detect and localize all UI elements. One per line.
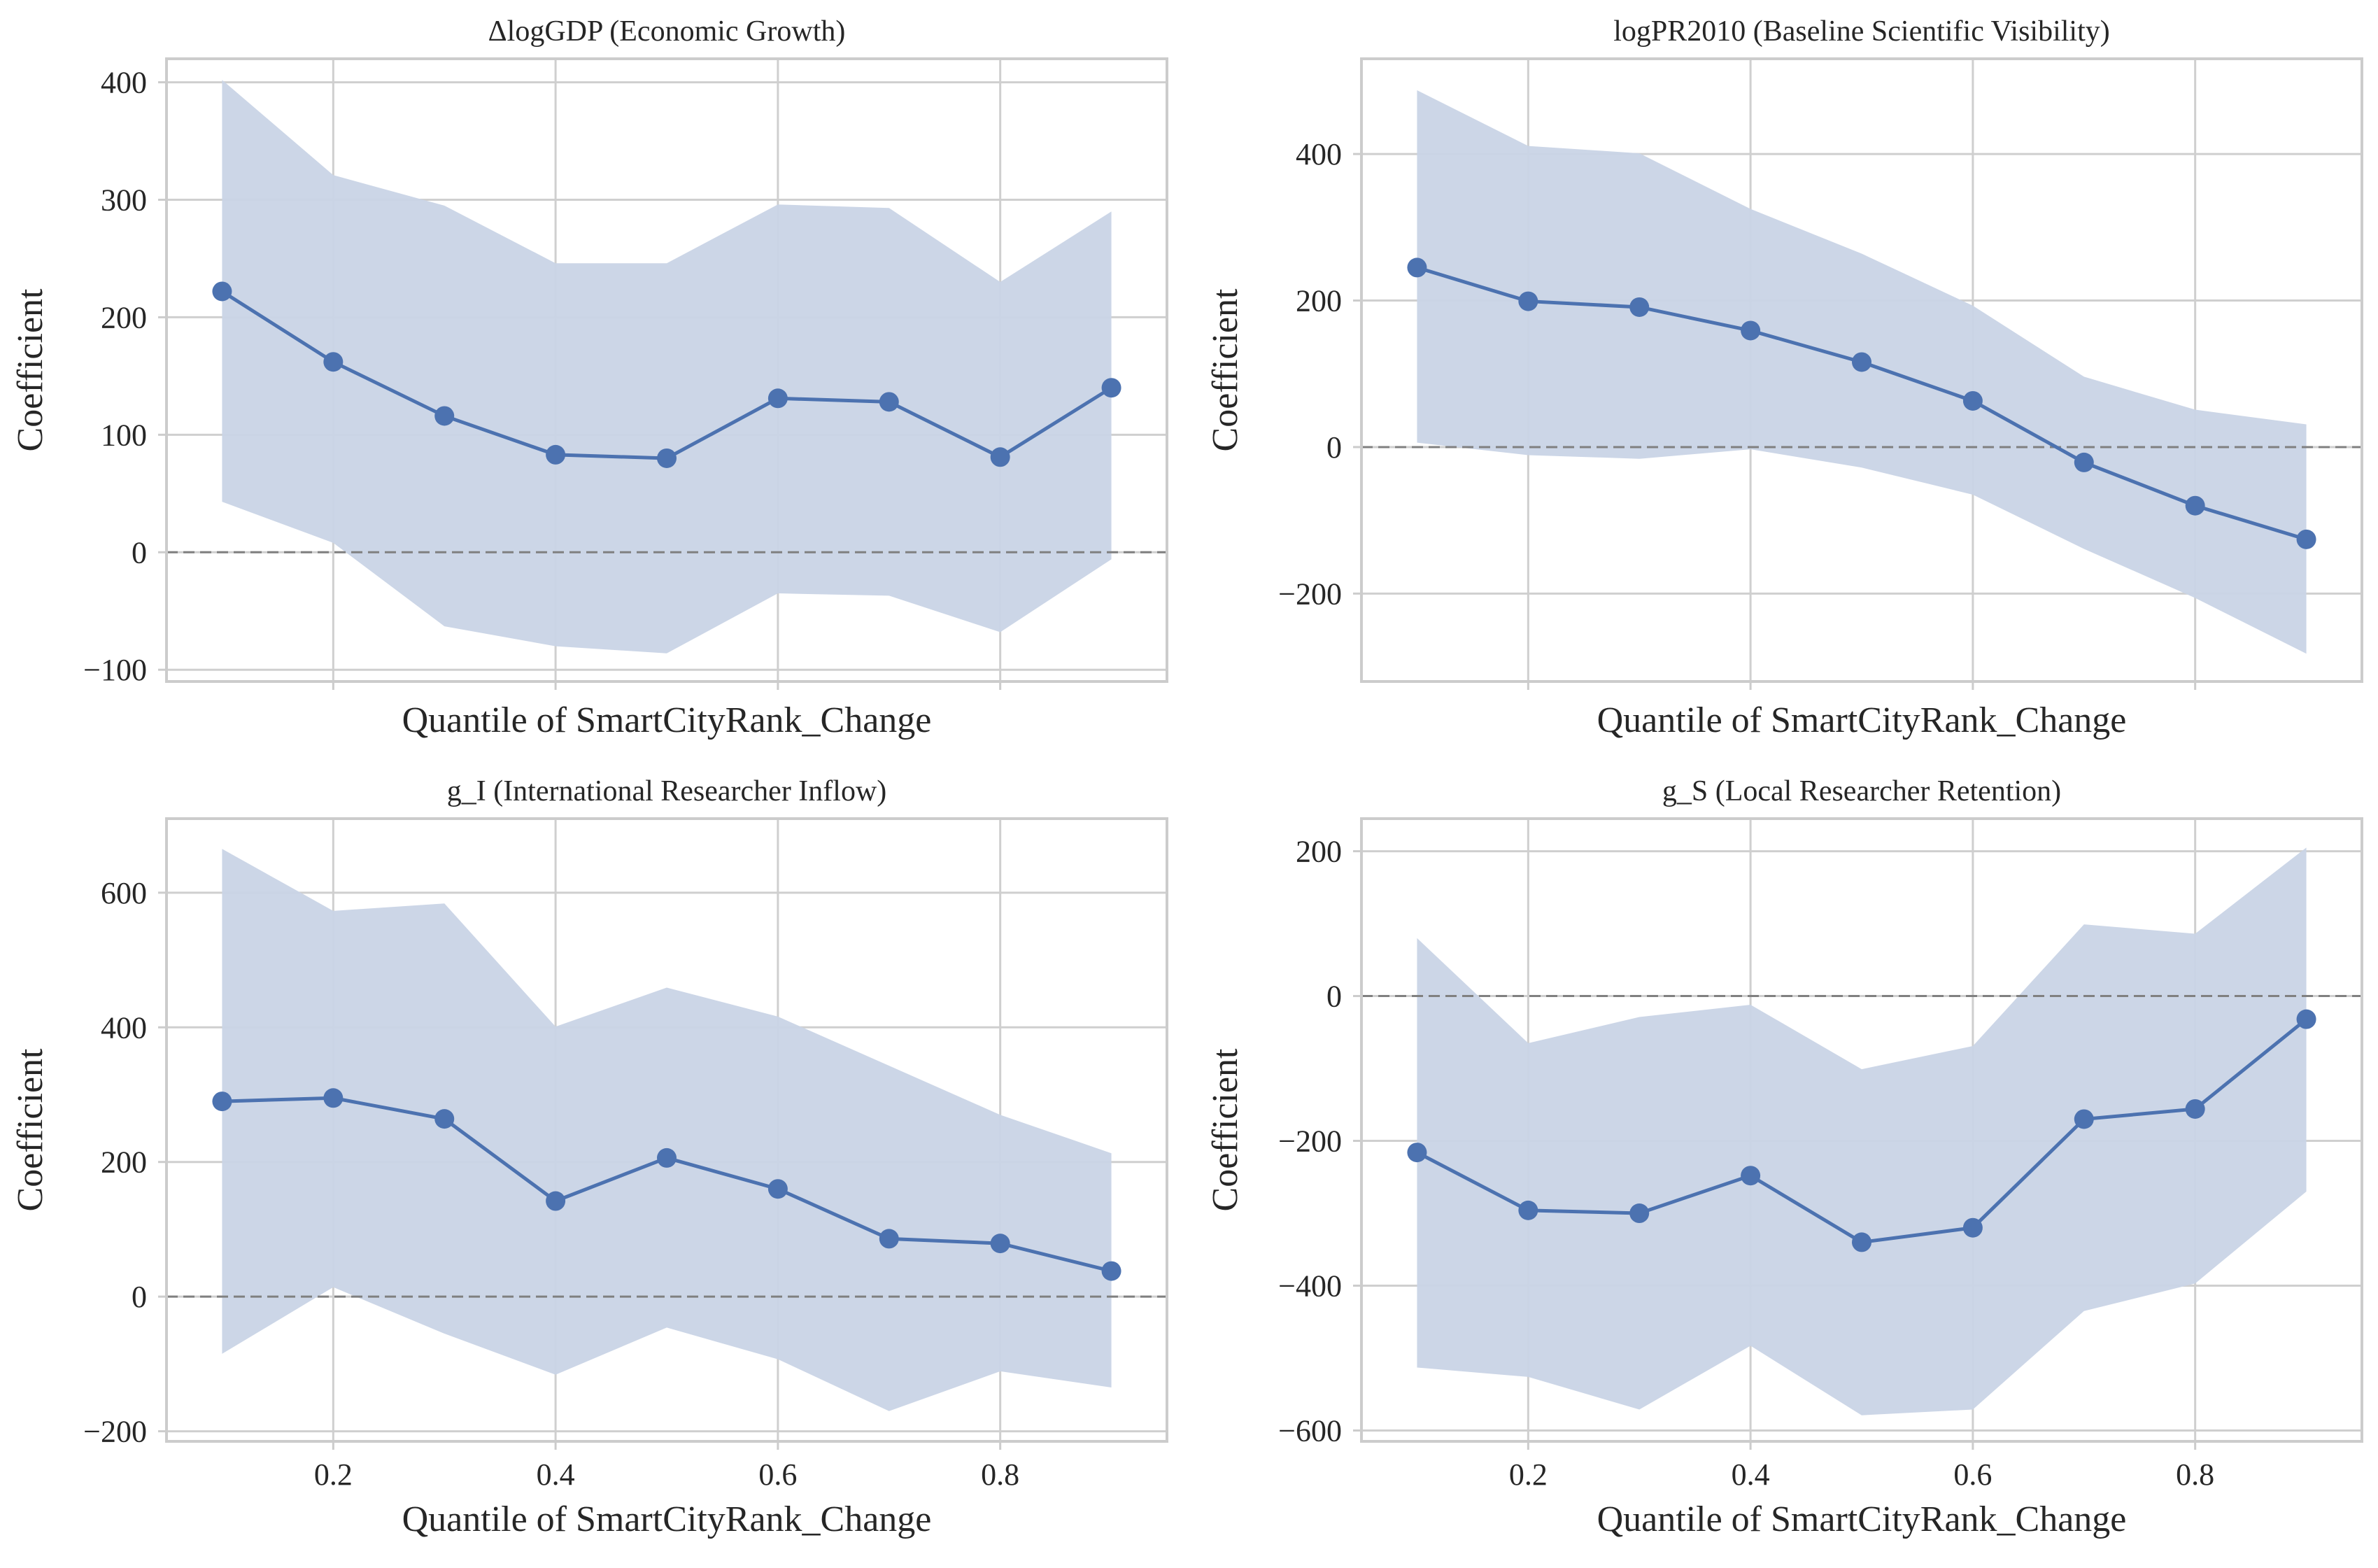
y-tick-label: 200 <box>101 300 147 334</box>
confidence-band <box>222 849 1112 1411</box>
data-point <box>212 1092 232 1112</box>
x-tick-label: 0.6 <box>1953 1457 1992 1492</box>
data-point <box>1407 1143 1427 1163</box>
confidence-band <box>1417 847 2307 1415</box>
panel-2: −200 0 200 400 logPR2010 (Baseline Scientifi… <box>1205 15 2363 740</box>
data-point <box>323 352 344 372</box>
x-tick-label: 0.2 <box>1509 1457 1548 1492</box>
x-tick-label: 0.4 <box>537 1457 575 1492</box>
data-point <box>2296 1009 2316 1029</box>
data-point <box>323 1088 344 1108</box>
data-point <box>1741 1166 1761 1186</box>
y-axis-label: Coefficient <box>1205 288 1245 452</box>
y-axis-label: Coefficient <box>1205 1048 1245 1212</box>
data-point <box>990 447 1010 467</box>
y-tick-label: 200 <box>1296 835 1342 869</box>
data-point <box>1518 291 1538 311</box>
data-point <box>990 1234 1010 1254</box>
data-point <box>1629 297 1650 317</box>
y-tick-label: 0 <box>1326 430 1342 465</box>
data-point <box>1629 1203 1650 1224</box>
data-point <box>1407 257 1427 278</box>
y-tick-label: 0 <box>132 1280 147 1314</box>
y-tick-label: 400 <box>1296 137 1342 171</box>
x-tick-label: 0.8 <box>981 1457 1019 1492</box>
panel-3: −200 0 200 400 600 0.2 0.4 0.6 0.8 g_I (Internati… <box>10 775 1168 1539</box>
plot-frame <box>1360 817 2363 1443</box>
data-point <box>879 1229 899 1249</box>
data-point <box>434 406 455 426</box>
data-point <box>2074 452 2094 472</box>
y-tick-label: −100 <box>83 653 147 687</box>
data-point <box>2296 529 2316 549</box>
y-tick-label: 600 <box>101 876 147 910</box>
panel-title: logPR2010 (Baseline Scientific Visibilit… <box>1613 15 2110 48</box>
y-tick-label: 200 <box>101 1145 147 1180</box>
data-point <box>1101 1261 1121 1281</box>
data-point <box>546 444 566 465</box>
y-tick-label: 0 <box>1326 980 1342 1014</box>
x-axis-label: Quantile of SmartCityRank_Change <box>1597 700 2127 740</box>
y-axis-label: Coefficient <box>10 288 50 452</box>
panel-title: g_I (International Researcher Inflow) <box>447 775 887 807</box>
panel-1: −100 0 100 200 300 400 ΔlogGDP (Economic Growt… <box>10 15 1168 740</box>
data-point <box>657 1147 677 1168</box>
data-point <box>2074 1109 2094 1129</box>
confidence-band <box>222 80 1112 654</box>
data-point <box>1741 320 1761 341</box>
plot-frame <box>1360 57 2363 683</box>
data-point <box>1962 1217 1983 1238</box>
y-tick-label: 0 <box>132 535 147 570</box>
data-point <box>767 1179 788 1199</box>
x-axis-label: Quantile of SmartCityRank_Change <box>402 700 932 740</box>
x-tick-label: 0.2 <box>314 1457 353 1492</box>
x-tick-label: 0.6 <box>758 1457 797 1492</box>
y-tick-label: −400 <box>1278 1269 1342 1304</box>
data-point <box>657 448 677 468</box>
y-tick-label: 300 <box>101 183 147 218</box>
x-axis-label: Quantile of SmartCityRank_Change <box>1597 1499 2127 1539</box>
data-point <box>1518 1200 1538 1220</box>
panel-title: g_S (Local Researcher Retention) <box>1662 775 2061 807</box>
data-point <box>212 281 232 302</box>
data-point <box>1852 1232 1871 1252</box>
data-point <box>1962 390 1983 411</box>
y-tick-label: −200 <box>83 1415 147 1449</box>
data-point <box>546 1191 566 1211</box>
data-point <box>1852 352 1871 372</box>
panel-4: −600 −400 −200 0 200 0.2 0.4 0.6 0.8 g_S (Local R… <box>1205 775 2363 1539</box>
data-point <box>434 1109 455 1129</box>
y-tick-label: 400 <box>101 66 147 100</box>
data-point <box>2185 1099 2205 1119</box>
y-tick-label: −200 <box>1278 577 1342 611</box>
y-tick-label: 400 <box>101 1010 147 1045</box>
panel-title: ΔlogGDP (Economic Growth) <box>488 15 846 48</box>
y-tick-label: −200 <box>1278 1124 1342 1159</box>
x-tick-label: 0.4 <box>1732 1457 1770 1492</box>
plot-frame <box>165 817 1168 1443</box>
data-point <box>879 392 899 412</box>
plot-frame <box>165 57 1168 683</box>
y-tick-label: 100 <box>101 418 147 452</box>
x-axis-label: Quantile of SmartCityRank_Change <box>402 1499 932 1539</box>
y-axis-label: Coefficient <box>10 1048 50 1212</box>
confidence-band <box>1417 90 2307 654</box>
data-point <box>2185 495 2205 516</box>
y-tick-label: 200 <box>1296 284 1342 318</box>
data-point <box>767 388 788 409</box>
y-tick-label: −600 <box>1278 1413 1342 1448</box>
x-tick-label: 0.8 <box>2176 1457 2214 1492</box>
data-point <box>1101 378 1121 398</box>
